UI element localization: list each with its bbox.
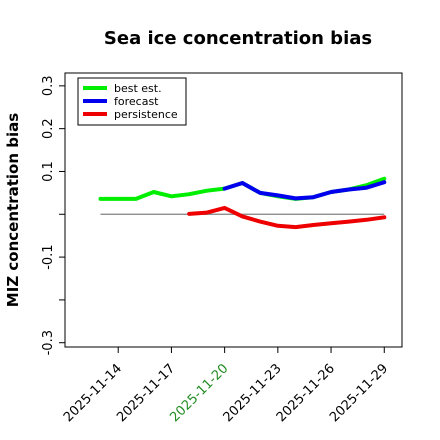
y-tick-label: 0.2 xyxy=(41,118,56,139)
plot-area xyxy=(98,176,387,230)
y-tick-label: -0.1 xyxy=(41,244,56,269)
legend-label: forecast xyxy=(114,95,159,108)
y-tick-label: 0.1 xyxy=(41,161,56,182)
series-line-forecast xyxy=(222,180,387,201)
plot-frame xyxy=(64,72,403,348)
legend-label: best est. xyxy=(114,82,162,95)
series-line-persistence xyxy=(187,205,387,230)
y-tick-label: -0.3 xyxy=(41,330,56,355)
chart-title: Sea ice concentration bias xyxy=(104,28,372,49)
legend-label: persistence xyxy=(114,108,178,121)
y-tick-label: 0.3 xyxy=(41,75,56,96)
y-axis-label: MIZ concentration bias xyxy=(4,113,22,307)
